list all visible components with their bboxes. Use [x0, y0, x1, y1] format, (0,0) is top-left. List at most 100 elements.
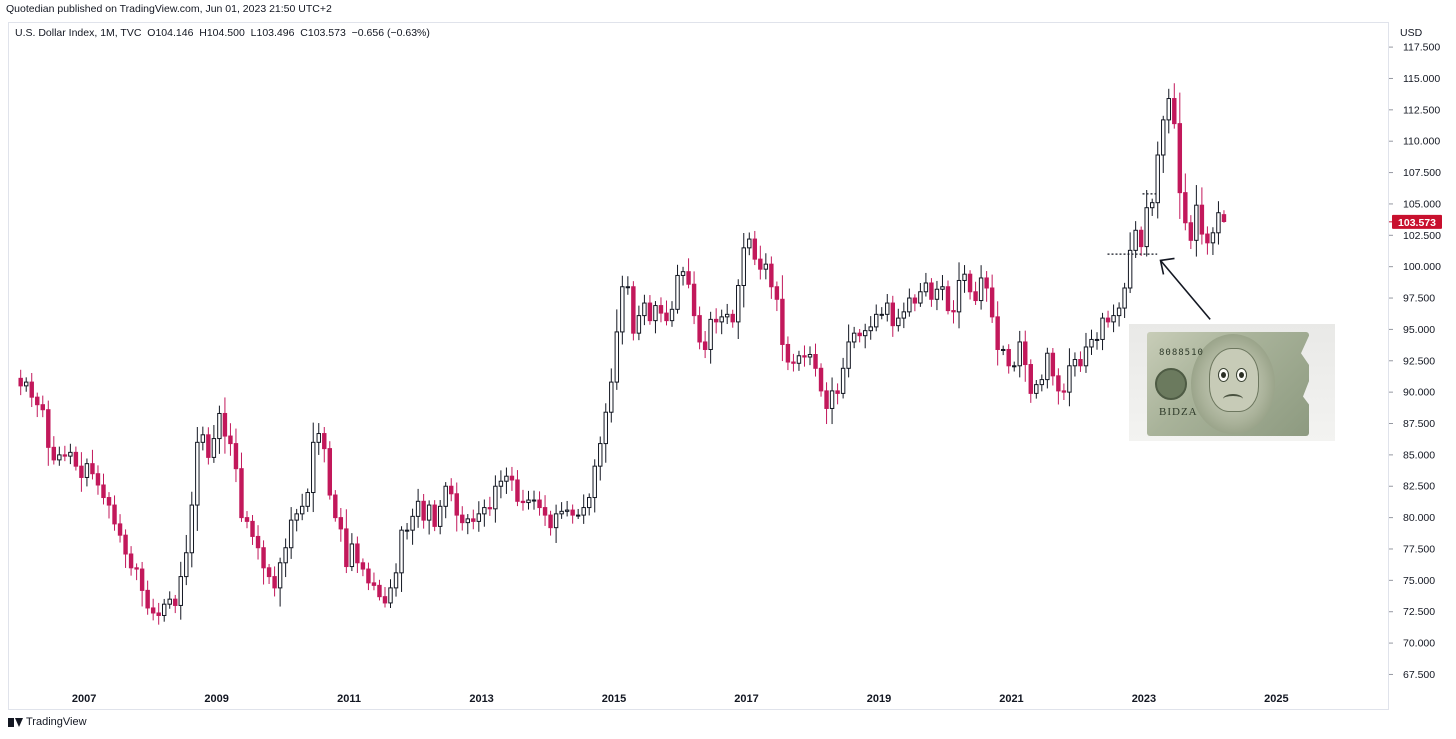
- candle-body: [940, 286, 945, 290]
- candle-body: [664, 312, 669, 322]
- candle-body: [128, 553, 134, 569]
- candle-body: [874, 313, 879, 328]
- candle-body: [967, 273, 973, 293]
- candle-body: [730, 313, 735, 323]
- candle-body: [1221, 214, 1227, 223]
- bill-eye-left-icon: [1218, 368, 1229, 382]
- x-tick-label: 2015: [602, 693, 626, 705]
- candle-body: [978, 277, 984, 302]
- candle-body: [1183, 192, 1188, 224]
- y-tick-label: 107.500: [1403, 167, 1441, 179]
- bill-mouth-icon: [1223, 394, 1243, 404]
- candle-body: [1199, 204, 1205, 235]
- candle-body: [1083, 346, 1089, 367]
- candle-body: [509, 475, 515, 481]
- candle-body: [211, 438, 217, 458]
- candle-body: [785, 343, 791, 363]
- candle-body: [40, 404, 45, 411]
- candle-body: [106, 497, 112, 506]
- candle-body: [178, 576, 183, 606]
- y-tick-label: 72.500: [1403, 606, 1435, 618]
- candle-body: [553, 513, 559, 529]
- candle-body: [139, 568, 145, 591]
- candle-body: [1067, 365, 1072, 393]
- candle-body: [857, 332, 862, 337]
- candle-body: [272, 576, 277, 589]
- candle-body: [101, 484, 106, 499]
- candle-body: [167, 598, 172, 605]
- candle-body: [614, 331, 620, 383]
- candle-body: [1023, 341, 1028, 366]
- candle-body: [244, 517, 250, 522]
- candle-body: [277, 562, 283, 589]
- candle-body: [90, 463, 95, 475]
- footer-brand[interactable]: TradingView: [8, 716, 87, 728]
- candle-body: [890, 302, 896, 327]
- candle-body: [145, 589, 150, 609]
- candle-body: [1000, 348, 1006, 351]
- candle-body: [333, 494, 338, 519]
- candle-body: [774, 286, 780, 300]
- candle-body: [322, 433, 327, 450]
- x-tick-label: 2025: [1264, 693, 1288, 705]
- candle-body: [1078, 359, 1083, 367]
- candle-body: [896, 317, 901, 327]
- candle-body: [206, 434, 211, 458]
- candle-body: [250, 520, 255, 537]
- x-tick-label: 2011: [337, 693, 361, 705]
- tradingview-logo-icon: [8, 717, 23, 727]
- candle-body: [150, 607, 156, 614]
- candle-body: [360, 562, 366, 570]
- candle-body: [189, 504, 195, 554]
- candle-body: [575, 514, 581, 517]
- currency-label: USD: [1400, 27, 1423, 39]
- candle-body: [1205, 233, 1210, 244]
- candle-body: [299, 505, 305, 515]
- candle-body: [835, 390, 840, 394]
- chart-frame: [8, 22, 1389, 710]
- candle-body: [1127, 249, 1133, 289]
- candle-body: [415, 500, 421, 517]
- candle-body: [161, 603, 167, 616]
- footer-brand-label: TradingView: [26, 716, 87, 728]
- candle-body: [564, 509, 570, 512]
- x-tick-label: 2017: [734, 693, 758, 705]
- candle-body: [421, 500, 426, 521]
- candle-body: [708, 318, 713, 350]
- candle-body: [1012, 365, 1017, 368]
- candle-body: [493, 485, 498, 510]
- candle-body: [918, 291, 923, 304]
- candle-body: [697, 315, 702, 343]
- candle-body: [752, 238, 758, 260]
- candle-body: [437, 505, 443, 527]
- candle-body: [995, 316, 1000, 350]
- candle-body: [1133, 229, 1138, 251]
- arrow-head-icon: [1159, 257, 1175, 275]
- candle-body: [951, 310, 956, 313]
- symbol-legend: U.S. Dollar Index, 1M, TVC O104.146 H104…: [15, 27, 430, 39]
- candle-body: [57, 454, 62, 461]
- candle-body: [647, 302, 653, 322]
- candle-body: [840, 367, 846, 394]
- bill-serial-top: 8088510: [1159, 348, 1204, 358]
- candle-body: [487, 507, 493, 510]
- candle-body: [432, 504, 437, 527]
- candle-body: [984, 277, 989, 289]
- y-tick-label: 82.500: [1403, 481, 1435, 493]
- candle-body: [1056, 375, 1061, 392]
- candle-body: [824, 390, 829, 409]
- candle-body: [382, 596, 388, 604]
- candle-body: [1072, 359, 1078, 367]
- candle-body: [620, 286, 625, 333]
- candle-body: [498, 480, 504, 487]
- ohlc-close: C103.573: [300, 27, 346, 39]
- y-tick-label: 112.500: [1403, 104, 1440, 116]
- candle-body: [1161, 119, 1166, 156]
- bill-eye-right-icon: [1236, 368, 1247, 382]
- candle-body: [885, 302, 890, 315]
- candle-body: [537, 499, 542, 509]
- candle-body: [780, 298, 785, 345]
- candle-body: [24, 381, 29, 387]
- candle-body: [559, 510, 564, 515]
